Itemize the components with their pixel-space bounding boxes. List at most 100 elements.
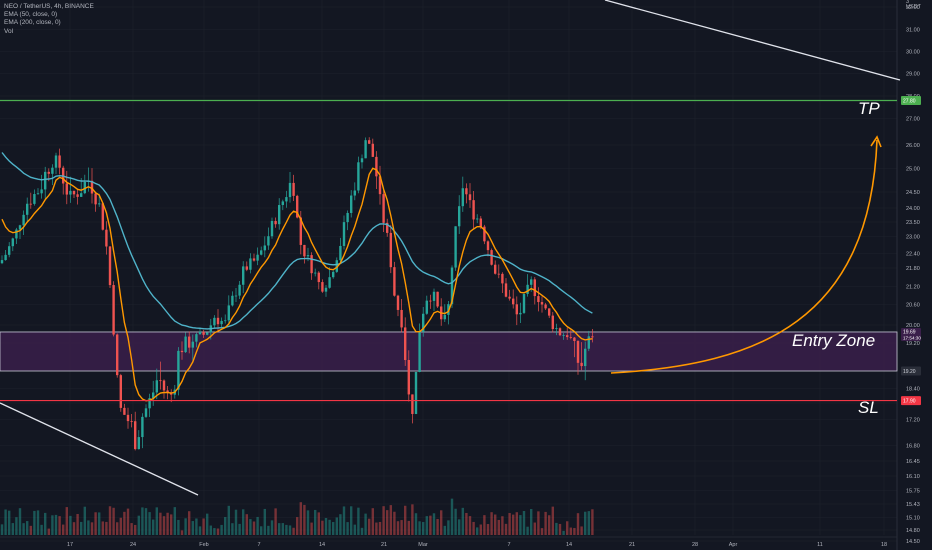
volume-bar	[342, 506, 346, 535]
y-top-label: 3	[906, 0, 909, 5]
candle-body	[425, 300, 428, 314]
candle-body	[324, 287, 328, 292]
volume-bar	[407, 520, 410, 535]
volume-bar	[551, 506, 554, 535]
volume-bar	[234, 509, 238, 535]
volume-bar	[119, 517, 122, 535]
candle-body	[303, 244, 306, 257]
candle-body	[454, 226, 457, 268]
y-tick-label: 15.75	[906, 489, 920, 495]
volume-bar	[11, 523, 14, 535]
candle-body	[328, 277, 331, 288]
candle-body	[468, 194, 472, 201]
candle-body	[224, 320, 227, 322]
volume-bar	[296, 517, 299, 535]
candle-body	[216, 317, 220, 325]
volume-bar	[198, 526, 202, 535]
candle-body	[202, 331, 205, 335]
volume-bar	[569, 527, 572, 535]
volume-bar	[393, 511, 396, 535]
volume-bar	[141, 507, 144, 535]
volume-bar	[267, 525, 270, 535]
volume-bar	[8, 510, 11, 535]
volume-label: Vol	[4, 27, 14, 35]
volume-bar	[472, 521, 475, 535]
x-axis[interactable]: 17 24 Feb 7 14 21 Mar 7 14 21 28 Apr 11 18	[67, 542, 887, 548]
volume-bar	[90, 522, 94, 535]
volume-bar	[562, 530, 565, 535]
volume-bar	[591, 509, 594, 535]
y-tick-label: 24.50	[906, 190, 920, 196]
volume-bar	[94, 512, 97, 535]
candle-body	[18, 225, 22, 230]
candle-body	[378, 176, 382, 195]
volume-bar	[526, 526, 529, 535]
volume-bar	[252, 521, 256, 535]
volume-bar	[4, 509, 7, 535]
candle-body	[184, 336, 187, 353]
candle-body	[404, 327, 407, 361]
candle-body	[137, 437, 140, 450]
volume-bar	[400, 520, 403, 535]
candle-body	[299, 217, 302, 245]
candle-body	[191, 341, 194, 348]
candle-body	[436, 291, 439, 307]
y-tick-label: 18.40	[906, 387, 920, 393]
volume-bar	[396, 521, 400, 535]
volume-bar	[450, 498, 454, 535]
candle-body	[4, 254, 7, 261]
volume-bar	[123, 511, 126, 535]
candle-body	[346, 212, 349, 223]
y-tick-label: 26.00	[906, 143, 920, 149]
volume-bar	[274, 508, 277, 535]
volume-bar	[328, 519, 331, 535]
volume-bar	[555, 522, 558, 535]
volume-bar	[245, 514, 248, 535]
volume-bar	[587, 511, 590, 535]
candle-body	[375, 156, 378, 177]
volume-bar	[202, 518, 205, 535]
y-tick-label: 27.00	[906, 117, 920, 123]
volume-bar	[188, 511, 191, 535]
candle-body	[65, 183, 68, 195]
volume-bar	[360, 527, 364, 535]
candle-body	[364, 140, 367, 159]
volume-bar	[83, 506, 86, 535]
volume-bar	[227, 505, 230, 535]
candle-body	[443, 314, 446, 320]
volume-bar	[191, 521, 194, 535]
candle-body	[458, 206, 461, 227]
volume-bar	[468, 516, 472, 535]
candles	[0, 137, 594, 451]
volume-bar	[353, 524, 356, 535]
x-tick-label: Apr	[729, 542, 738, 548]
candle-body	[123, 407, 126, 415]
candle-body	[486, 241, 490, 251]
volume-bar	[36, 510, 40, 535]
candle-body	[76, 194, 79, 197]
volume-bar	[317, 512, 320, 535]
candle-body	[569, 337, 572, 338]
volume-bar	[162, 516, 166, 535]
candle-body	[141, 416, 144, 438]
volume-bar	[173, 507, 176, 535]
candle-body	[314, 272, 317, 274]
volume-bar	[18, 508, 22, 535]
candle-body	[476, 218, 479, 220]
volume-bar	[256, 516, 259, 535]
volume-bar	[432, 513, 436, 535]
svg-text:17.90: 17.90	[903, 399, 916, 405]
candle-body	[116, 334, 119, 376]
volume-bar	[220, 524, 223, 535]
candle-body	[389, 232, 392, 268]
volume-bar	[65, 507, 68, 535]
volume-bar	[285, 524, 288, 535]
candle-body	[177, 350, 180, 390]
volume-bar	[116, 522, 119, 535]
candle-body	[108, 246, 112, 286]
candle-body	[515, 304, 518, 315]
volume-bars	[0, 498, 594, 535]
volume-bar	[425, 516, 428, 535]
